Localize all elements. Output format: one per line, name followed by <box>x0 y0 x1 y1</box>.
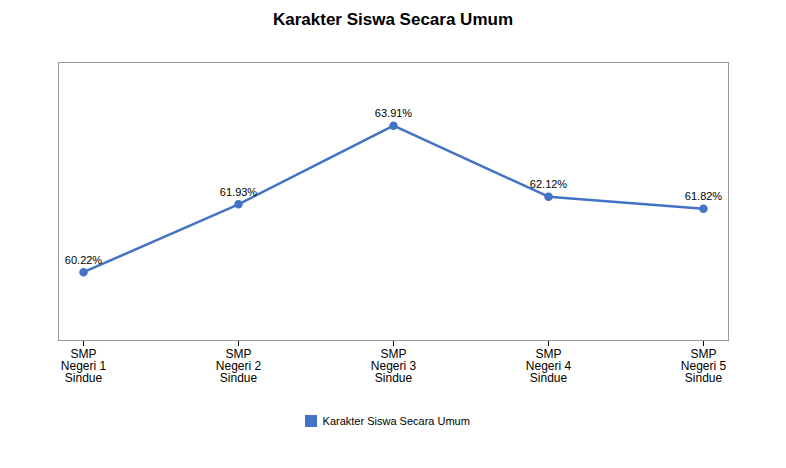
svg-text:SMPNegeri 3Sindue: SMPNegeri 3Sindue <box>371 347 417 385</box>
svg-text:SMPNegeri 1Sindue: SMPNegeri 1Sindue <box>61 347 107 385</box>
svg-text:61.93%: 61.93% <box>220 186 258 198</box>
html-text:Karakter Siswa Secara Umum: Karakter Siswa Secara Umum <box>322 414 470 427</box>
svg-text:60.22%: 60.22% <box>65 254 103 266</box>
svg-text:SMPNegeri 2Sindue: SMPNegeri 2Sindue <box>216 347 262 385</box>
svg-text:63.91%: 63.91% <box>375 107 413 119</box>
svg-text:SMPNegeri 5Sindue: SMPNegeri 5Sindue <box>681 347 727 385</box>
svg-text:61.82%: 61.82% <box>685 190 723 202</box>
html-text:Karakter Siswa Secara Umum: Karakter Siswa Secara Umum <box>273 10 513 29</box>
svg-text:SMPNegeri 4Sindue: SMPNegeri 4Sindue <box>526 347 572 385</box>
svg-text:62.12%: 62.12% <box>530 178 568 190</box>
